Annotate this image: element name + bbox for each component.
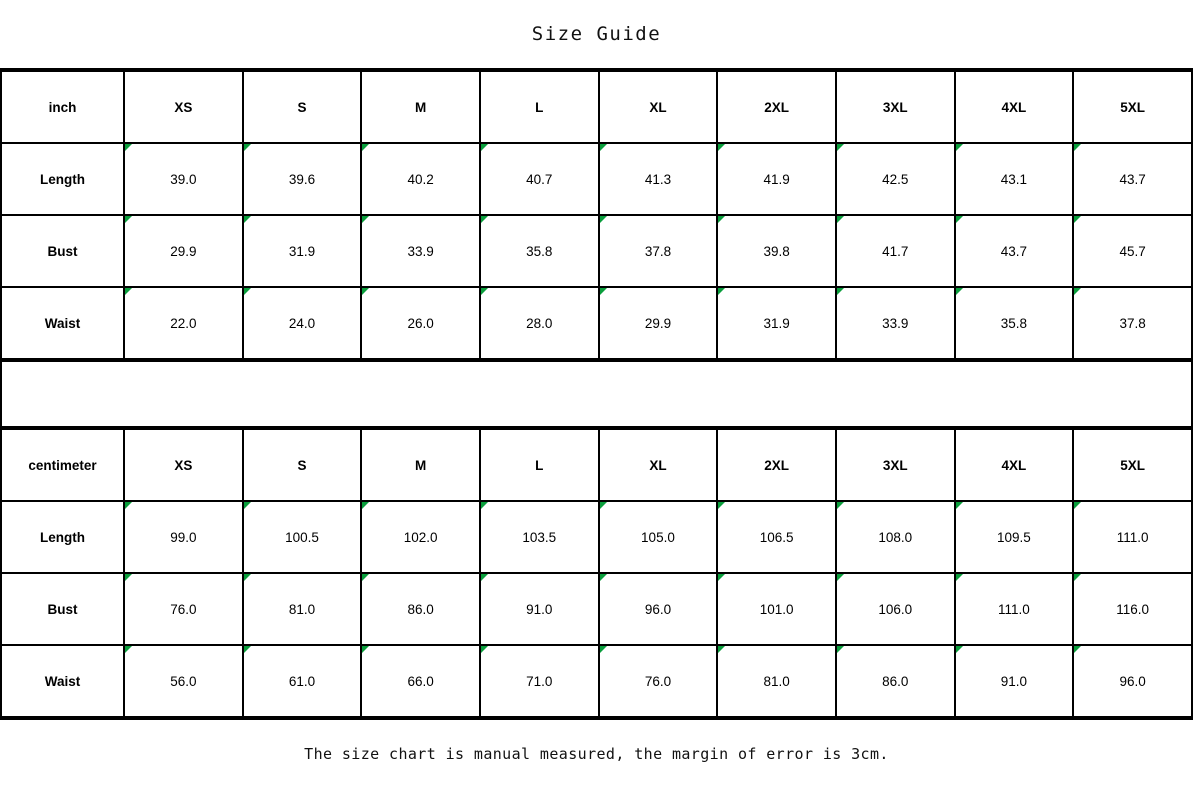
cell-inch-bust-3xl: 41.7: [834, 214, 956, 288]
column-header-2xl: 2XL: [716, 428, 837, 502]
column-header-m: M: [360, 70, 481, 144]
title-bar: Size Guide: [0, 0, 1193, 70]
cell-inch-length-3xl: 42.5: [834, 142, 956, 216]
cell-cm-length-3xl: 108.0: [834, 500, 956, 574]
cell-cm-waist-2xl: 81.0: [716, 644, 837, 718]
table-row: Waist 22.0 24.0 26.0 28.0 29.9 31.9 33.9…: [0, 286, 1193, 360]
cell-inch-waist-l: 28.0: [478, 286, 600, 360]
size-guide-page: Size Guide inch XS S M L XL 2XL 3XL 4XL …: [0, 0, 1193, 763]
cell-inch-length-m: 40.2: [360, 142, 481, 216]
footer-note: The size chart is manual measured, the m…: [0, 718, 1193, 788]
cell-cm-waist-4xl: 91.0: [953, 644, 1075, 718]
cell-cm-bust-s: 81.0: [241, 572, 363, 646]
column-header-4xl: 4XL: [953, 428, 1075, 502]
cell-inch-bust-5xl: 45.7: [1072, 214, 1193, 288]
column-header-s: S: [241, 70, 363, 144]
cell-cm-bust-3xl: 106.0: [834, 572, 956, 646]
inch-size-table: inch XS S M L XL 2XL 3XL 4XL 5XL Length …: [0, 70, 1193, 360]
column-header-s: S: [241, 428, 363, 502]
cell-cm-bust-xl: 96.0: [597, 572, 719, 646]
cell-cm-bust-4xl: 111.0: [953, 572, 1075, 646]
centimeter-size-table: centimeter XS S M L XL 2XL 3XL 4XL 5XL L…: [0, 428, 1193, 718]
column-header-l: L: [478, 70, 600, 144]
row-label-bust: Bust: [0, 572, 125, 646]
cell-cm-waist-xs: 56.0: [123, 644, 244, 718]
cell-inch-waist-4xl: 35.8: [953, 286, 1075, 360]
cell-inch-bust-s: 31.9: [241, 214, 363, 288]
table-separator-row: [0, 360, 1193, 428]
cell-cm-bust-m: 86.0: [360, 572, 481, 646]
cell-cm-length-xl: 105.0: [597, 500, 719, 574]
cell-inch-length-4xl: 43.1: [953, 142, 1075, 216]
column-header-4xl: 4XL: [953, 70, 1075, 144]
cell-cm-waist-xl: 76.0: [597, 644, 719, 718]
column-header-xs: XS: [123, 70, 244, 144]
cell-inch-bust-xl: 37.8: [597, 214, 719, 288]
table-row: Length 99.0 100.5 102.0 103.5 105.0 106.…: [0, 500, 1193, 574]
row-label-length: Length: [0, 142, 125, 216]
cell-inch-waist-3xl: 33.9: [834, 286, 956, 360]
cell-inch-bust-m: 33.9: [360, 214, 481, 288]
cell-cm-length-xs: 99.0: [123, 500, 244, 574]
cell-cm-length-l: 103.5: [478, 500, 600, 574]
unit-label-inch: inch: [0, 70, 125, 144]
column-header-2xl: 2XL: [716, 70, 837, 144]
cell-cm-waist-m: 66.0: [360, 644, 481, 718]
cell-cm-bust-5xl: 116.0: [1072, 572, 1193, 646]
column-header-3xl: 3XL: [834, 428, 956, 502]
cell-cm-waist-3xl: 86.0: [834, 644, 956, 718]
cell-cm-length-5xl: 111.0: [1072, 500, 1193, 574]
unit-label-centimeter: centimeter: [0, 428, 125, 502]
footer-note-text: The size chart is manual measured, the m…: [304, 745, 889, 763]
cell-inch-length-l: 40.7: [478, 142, 600, 216]
table-header-row: inch XS S M L XL 2XL 3XL 4XL 5XL: [0, 70, 1193, 144]
table-row: Bust 76.0 81.0 86.0 91.0 96.0 101.0 106.…: [0, 572, 1193, 646]
column-header-xl: XL: [597, 428, 719, 502]
cell-inch-length-xl: 41.3: [597, 142, 719, 216]
cell-inch-length-5xl: 43.7: [1072, 142, 1193, 216]
table-row: Bust 29.9 31.9 33.9 35.8 37.8 39.8 41.7 …: [0, 214, 1193, 288]
cell-inch-bust-2xl: 39.8: [716, 214, 837, 288]
cell-inch-waist-5xl: 37.8: [1072, 286, 1193, 360]
table-row: Waist 56.0 61.0 66.0 71.0 76.0 81.0 86.0…: [0, 644, 1193, 718]
cell-cm-waist-l: 71.0: [478, 644, 600, 718]
cell-cm-length-2xl: 106.5: [716, 500, 837, 574]
cell-inch-length-s: 39.6: [241, 142, 363, 216]
row-label-waist: Waist: [0, 644, 125, 718]
cell-cm-bust-2xl: 101.0: [716, 572, 837, 646]
cell-inch-waist-xs: 22.0: [123, 286, 244, 360]
cell-inch-waist-xl: 29.9: [597, 286, 719, 360]
column-header-l: L: [478, 428, 600, 502]
cell-inch-length-xs: 39.0: [123, 142, 244, 216]
page-title: Size Guide: [531, 23, 662, 45]
cell-cm-waist-s: 61.0: [241, 644, 363, 718]
row-label-waist: Waist: [0, 286, 125, 360]
cell-cm-waist-5xl: 96.0: [1072, 644, 1193, 718]
cell-inch-waist-2xl: 31.9: [716, 286, 837, 360]
cell-inch-waist-s: 24.0: [241, 286, 363, 360]
column-header-5xl: 5XL: [1072, 70, 1193, 144]
cell-inch-bust-xs: 29.9: [123, 214, 244, 288]
cell-cm-length-4xl: 109.5: [953, 500, 1075, 574]
table-row: Length 39.0 39.6 40.2 40.7 41.3 41.9 42.…: [0, 142, 1193, 216]
row-label-bust: Bust: [0, 214, 125, 288]
column-header-xl: XL: [597, 70, 719, 144]
column-header-xs: XS: [123, 428, 244, 502]
cell-inch-waist-m: 26.0: [360, 286, 481, 360]
cell-cm-bust-l: 91.0: [478, 572, 600, 646]
column-header-3xl: 3XL: [834, 70, 956, 144]
column-header-5xl: 5XL: [1072, 428, 1193, 502]
cell-inch-length-2xl: 41.9: [716, 142, 837, 216]
cell-inch-bust-l: 35.8: [478, 214, 600, 288]
cell-inch-bust-4xl: 43.7: [953, 214, 1075, 288]
cell-cm-bust-xs: 76.0: [123, 572, 244, 646]
table-header-row: centimeter XS S M L XL 2XL 3XL 4XL 5XL: [0, 428, 1193, 502]
row-label-length: Length: [0, 500, 125, 574]
cell-cm-length-m: 102.0: [360, 500, 481, 574]
column-header-m: M: [360, 428, 481, 502]
cell-cm-length-s: 100.5: [241, 500, 363, 574]
